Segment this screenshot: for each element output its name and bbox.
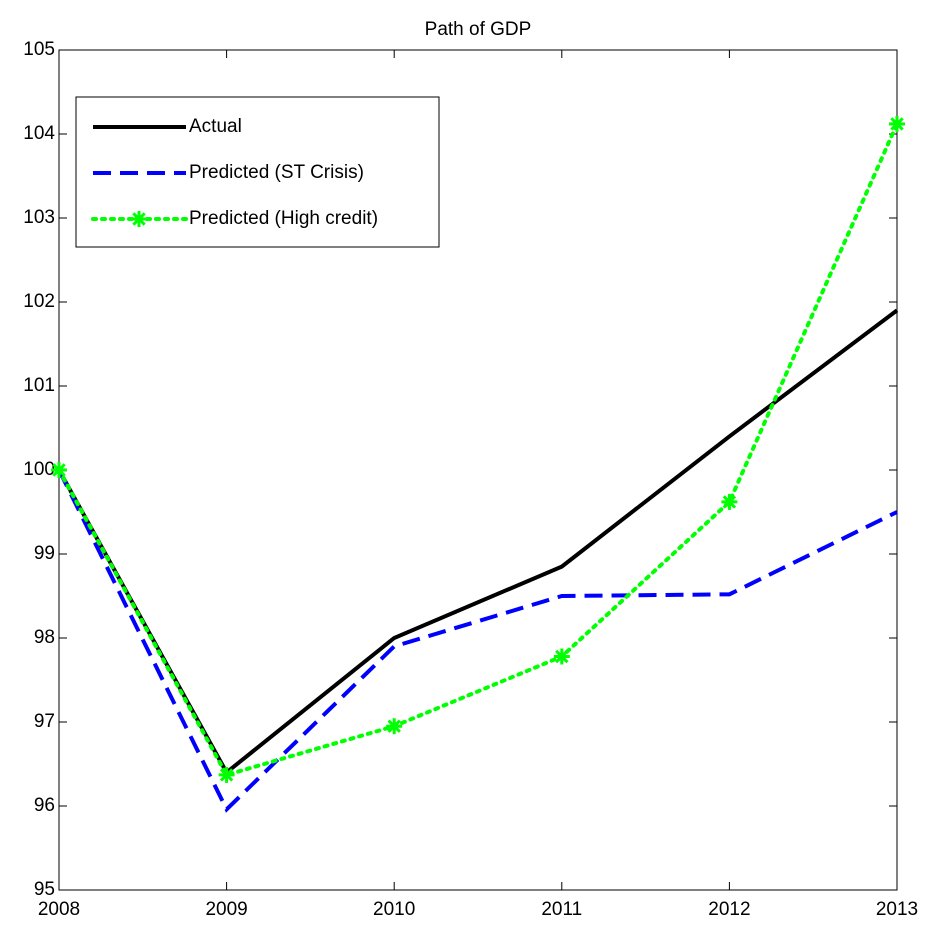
x-tick-label: 2011 (541, 899, 582, 920)
marker-stroke (219, 768, 234, 782)
y-tick-label: 96 (34, 795, 55, 816)
data-marker (218, 766, 235, 783)
y-tick-label: 99 (34, 543, 55, 564)
legend-marker (131, 211, 147, 227)
y-tick-label: 100 (23, 459, 55, 480)
data-marker (51, 462, 67, 478)
legend-label: Predicted (High credit) (189, 208, 378, 229)
chart-title: Path of GDP (425, 19, 532, 40)
series-line (57, 121, 899, 778)
y-tick-label: 102 (23, 291, 55, 312)
y-tick-label: 97 (34, 711, 55, 732)
series-line (57, 469, 898, 813)
x-tick-label: 2008 (38, 899, 80, 920)
y-tick-label: 98 (34, 627, 55, 648)
marker-stroke (387, 719, 401, 733)
data-marker (889, 115, 905, 132)
y-tick-label: 105 (23, 39, 55, 60)
marker-stroke (132, 212, 146, 226)
data-marker (721, 493, 738, 510)
x-tick-label: 2012 (708, 899, 750, 920)
marker-stroke (890, 117, 904, 131)
series-line (57, 308, 899, 776)
y-tick-label: 103 (23, 207, 55, 228)
y-tick-label: 104 (23, 123, 55, 144)
legend-label: Actual (189, 116, 242, 137)
data-marker (386, 718, 403, 735)
marker-stroke (52, 463, 66, 477)
marker-stroke (555, 649, 569, 664)
legend-label: Predicted (ST Crisis) (189, 162, 364, 183)
x-tick-label: 2010 (373, 899, 415, 920)
x-tick-label: 2009 (205, 899, 247, 920)
marker-stroke (722, 495, 737, 509)
x-tick-label: 2013 (876, 899, 918, 920)
y-tick-label: 101 (23, 375, 55, 396)
data-marker (553, 648, 570, 665)
y-tick-label: 95 (34, 879, 55, 900)
